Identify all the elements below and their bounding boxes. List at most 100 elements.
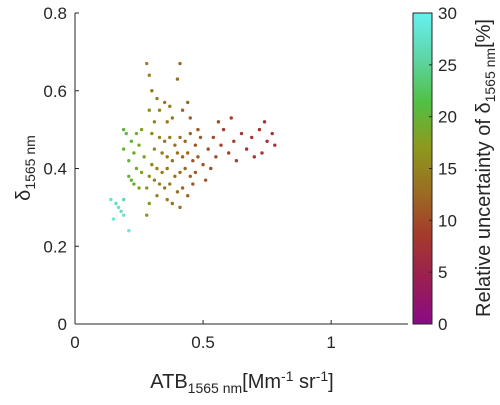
point [137, 186, 141, 190]
point [121, 213, 126, 217]
point [162, 186, 167, 190]
point [129, 139, 134, 143]
point [175, 190, 180, 194]
point [132, 182, 136, 186]
point [234, 159, 239, 163]
point [196, 127, 200, 132]
point [168, 182, 172, 186]
point [262, 120, 267, 124]
point [244, 147, 249, 151]
point [162, 139, 167, 143]
point [157, 108, 162, 112]
point [139, 170, 144, 175]
point [252, 155, 257, 159]
point [170, 201, 175, 206]
colorbar-tick-label: 20 [438, 108, 457, 127]
point [250, 135, 254, 140]
point [191, 182, 195, 186]
point [168, 135, 172, 140]
point [150, 89, 154, 93]
point [188, 131, 192, 136]
point [160, 170, 164, 175]
point [132, 151, 136, 155]
x-tick-label: 1 [326, 333, 335, 352]
point [142, 155, 146, 159]
point [219, 143, 223, 147]
point [111, 217, 116, 221]
point [201, 162, 205, 167]
point [170, 159, 175, 163]
point [165, 120, 169, 124]
y-tick-label: 0.2 [43, 237, 67, 256]
point [209, 166, 213, 171]
x-label-part: [Mm [242, 371, 281, 393]
point [147, 73, 151, 77]
point [127, 174, 131, 178]
point [186, 100, 190, 105]
point [198, 135, 203, 140]
y-axis-label: δ1565 nm [13, 135, 38, 201]
point [183, 139, 187, 143]
point [150, 162, 154, 167]
point [121, 127, 126, 132]
point [180, 155, 185, 159]
point [183, 166, 187, 171]
point [168, 104, 172, 109]
point [270, 131, 274, 136]
point [114, 201, 118, 206]
colorbar-tick-label: 15 [438, 160, 457, 179]
x-tick-label: 0.5 [191, 333, 215, 352]
point [175, 151, 180, 155]
point [109, 197, 113, 202]
point [226, 151, 231, 155]
point [178, 205, 182, 210]
point [155, 194, 159, 198]
point [186, 194, 190, 198]
point [121, 147, 126, 151]
point [193, 170, 198, 175]
y-label-part: δ [13, 190, 35, 201]
point [157, 135, 162, 140]
point [216, 120, 221, 124]
point [265, 139, 269, 143]
point [165, 166, 169, 171]
point [152, 178, 157, 182]
point [191, 159, 195, 163]
point [203, 178, 208, 182]
point [134, 166, 139, 171]
point [134, 131, 139, 136]
point [173, 174, 177, 178]
x-label-part: ] [328, 371, 334, 393]
point [229, 116, 233, 120]
point [152, 120, 157, 124]
point [260, 151, 264, 155]
point [165, 197, 169, 202]
colorbar-label-part: Relative uncertainty of δ [473, 102, 495, 317]
colorbar-tick-label: 0 [438, 315, 447, 334]
point [188, 174, 192, 178]
point [119, 209, 123, 213]
point [273, 143, 277, 147]
point [160, 151, 164, 155]
colorbar-tick-label: 25 [438, 56, 457, 75]
y-tick-label: 0.8 [43, 4, 67, 23]
point [165, 155, 169, 159]
point [137, 143, 141, 147]
x-tick-label: 0 [70, 333, 79, 352]
point [150, 131, 154, 136]
point [170, 116, 175, 120]
x-axis-label: ATB1565 nm[Mm-1 sr-1] [150, 368, 333, 396]
y-label-part: 1565 nm [22, 135, 38, 189]
point [145, 61, 149, 66]
colorbar-tick-label: 30 [438, 4, 457, 23]
x-label-part: -1 [281, 368, 294, 384]
y-tick-label: 0.6 [43, 82, 67, 101]
point [127, 159, 131, 163]
point [147, 174, 151, 178]
point [211, 135, 216, 140]
point [124, 131, 128, 136]
point [145, 213, 149, 217]
point [175, 77, 180, 81]
colorbar-tick-label: 5 [438, 263, 447, 282]
